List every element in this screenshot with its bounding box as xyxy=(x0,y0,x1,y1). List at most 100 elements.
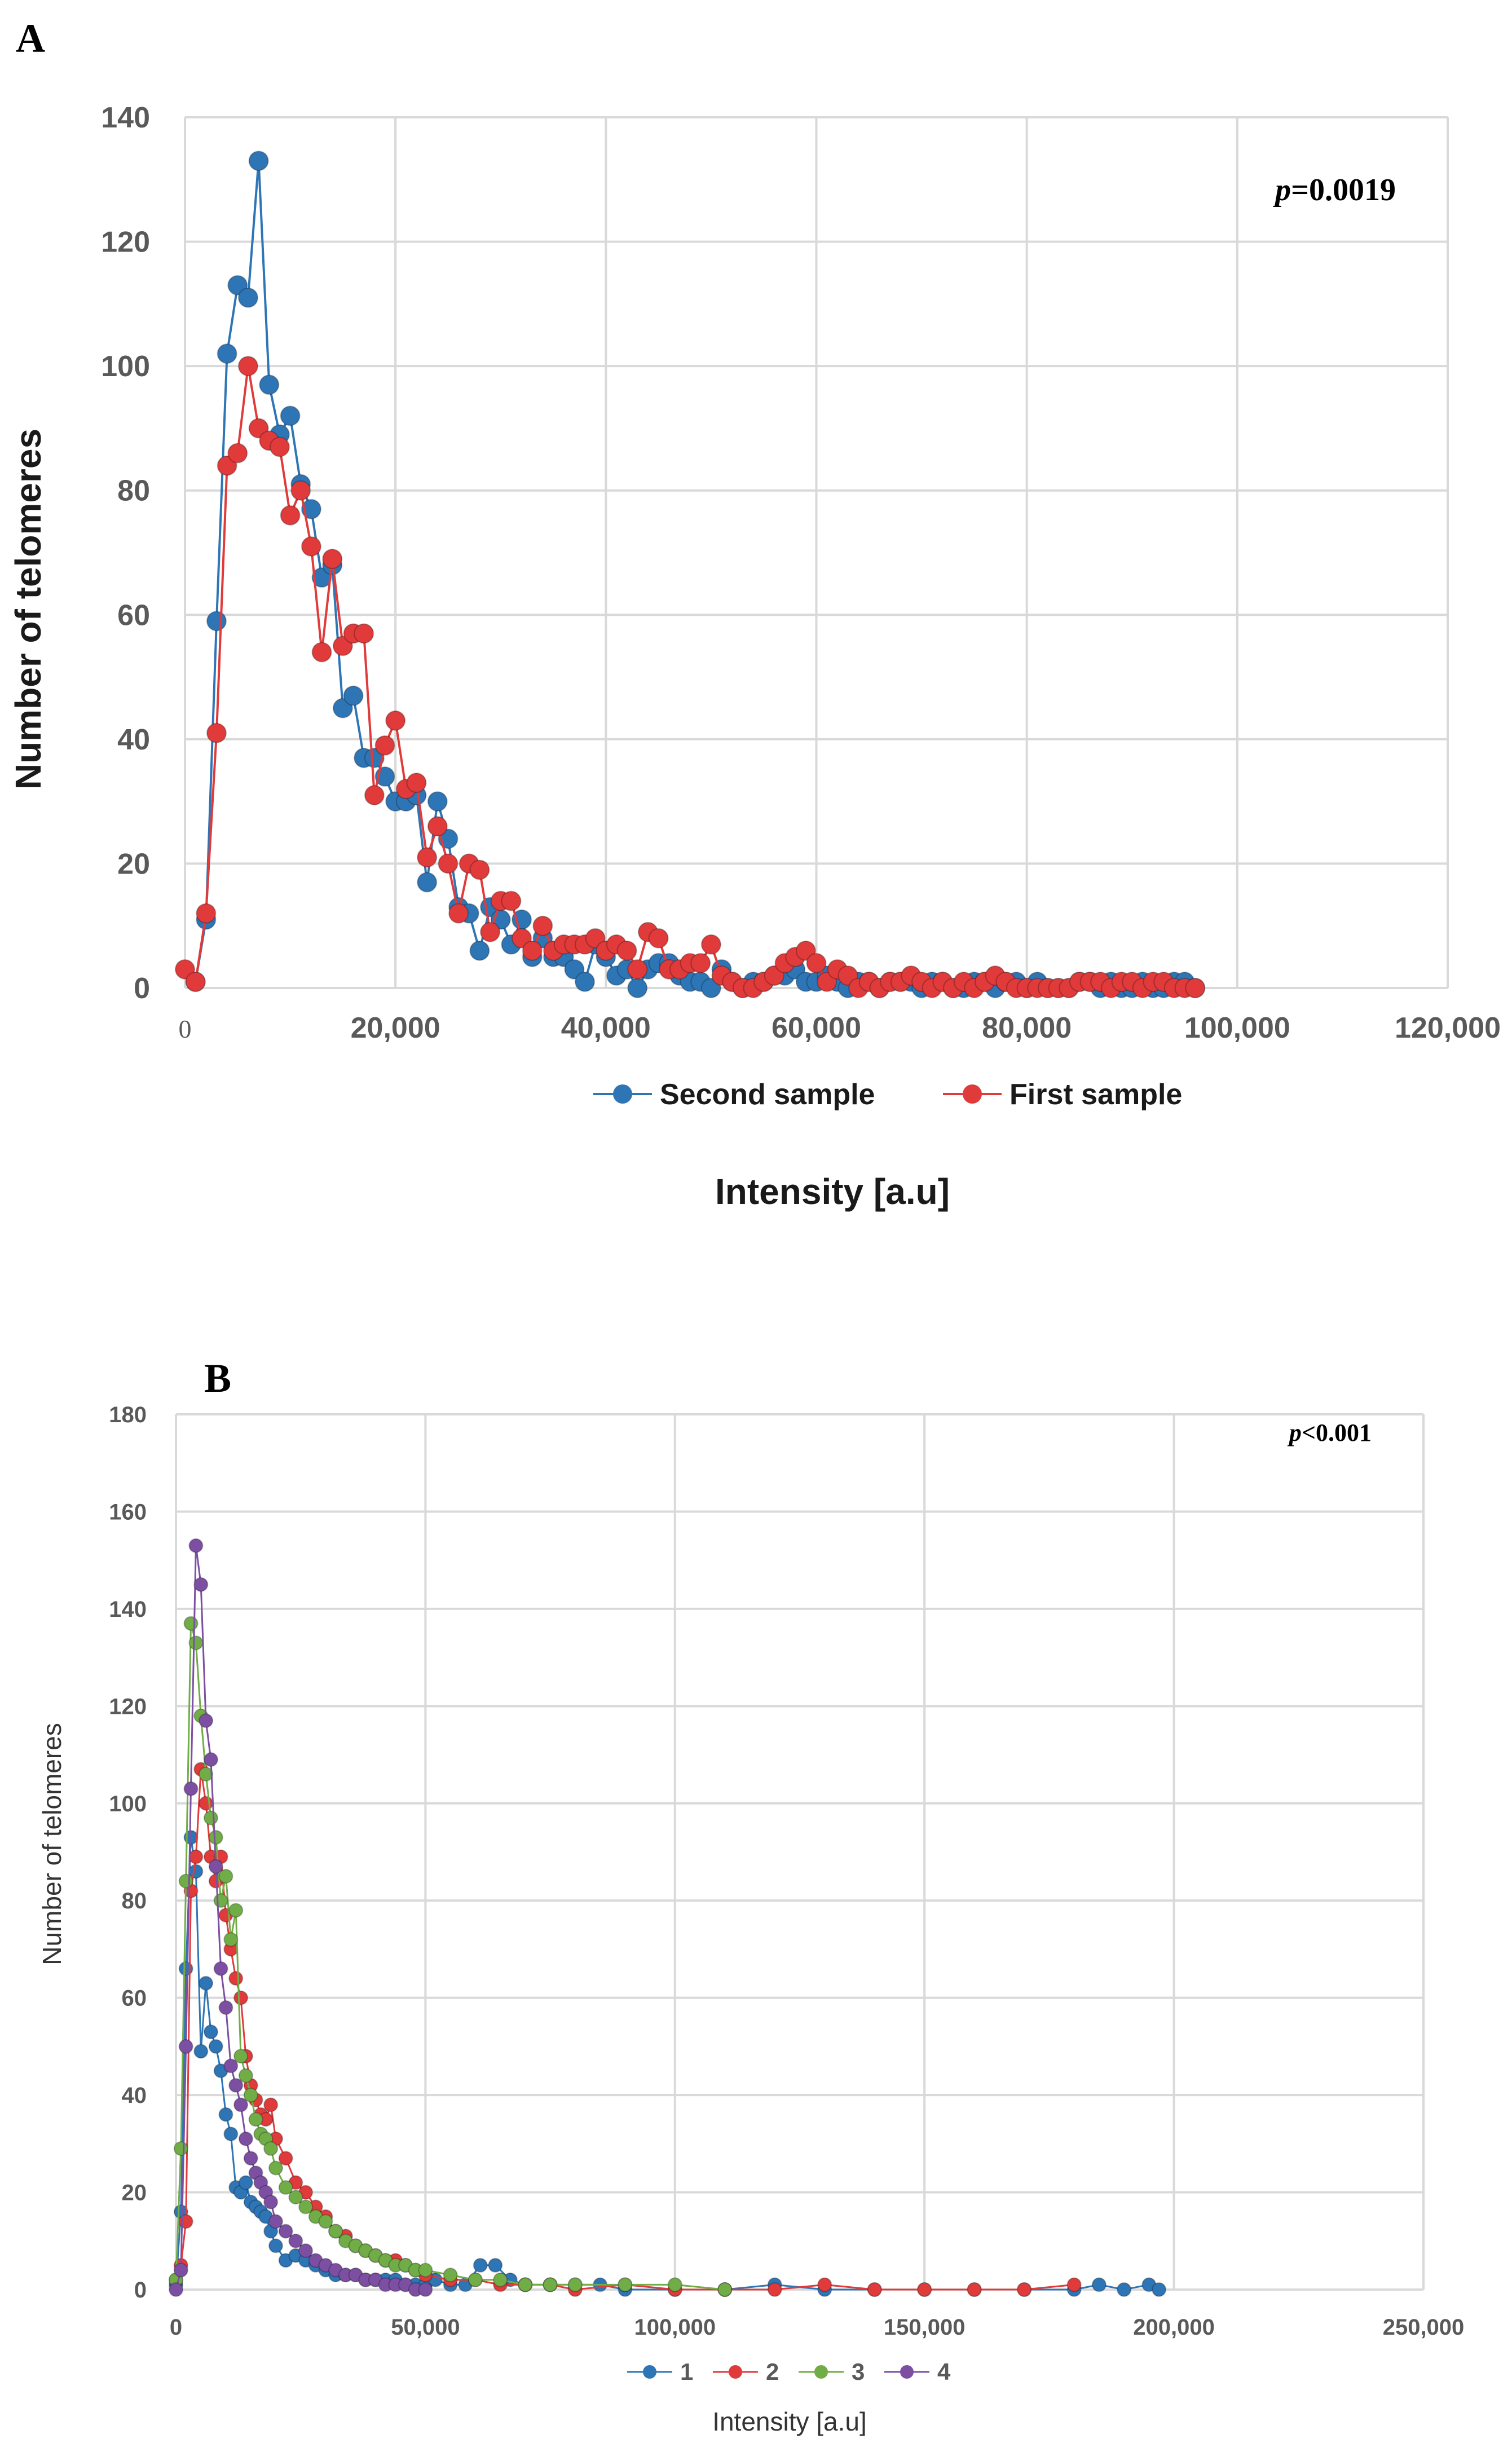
data-point xyxy=(917,2282,932,2297)
panel-b-p-symbol: p xyxy=(1287,1419,1302,1446)
data-point xyxy=(1017,2282,1032,2297)
data-point xyxy=(238,2131,253,2146)
panel-a-p-value: p=0.0019 xyxy=(1273,173,1396,208)
x-tick-label: 40,000 xyxy=(561,1012,651,1044)
data-point xyxy=(208,1859,223,1874)
data-point xyxy=(178,1873,193,1889)
data-point xyxy=(354,623,374,644)
data-point xyxy=(385,710,406,731)
x-tick-label: 80,000 xyxy=(982,1012,1072,1044)
data-point xyxy=(233,2049,249,2064)
data-point xyxy=(173,2141,188,2156)
data-point xyxy=(203,1752,218,1767)
panel-a-label: A xyxy=(16,16,45,61)
data-point xyxy=(501,890,522,911)
data-point xyxy=(700,934,721,955)
data-point xyxy=(322,549,343,570)
panel-a-x-axis-title: Intensity [a.u] xyxy=(715,1171,950,1212)
data-point xyxy=(238,2068,253,2083)
panel-a-gridlines xyxy=(184,116,1449,989)
x-tick-label: 0 xyxy=(179,1015,192,1043)
data-point xyxy=(199,1796,214,1811)
data-point xyxy=(616,940,637,961)
y-tick-label: 20 xyxy=(117,848,150,880)
x-tick-label: 20,000 xyxy=(351,1012,440,1044)
data-point xyxy=(223,2127,239,2142)
data-point xyxy=(223,1932,239,1947)
panel-b-label: B xyxy=(204,1356,231,1401)
data-point xyxy=(228,1903,244,1918)
data-point xyxy=(667,2277,682,2292)
data-point xyxy=(217,343,237,364)
data-point xyxy=(206,611,227,632)
y-tick-label: 120 xyxy=(101,226,150,259)
data-point xyxy=(418,2282,433,2297)
data-point xyxy=(288,2233,303,2248)
panel-b-gridlines xyxy=(175,1413,1425,2291)
data-point xyxy=(690,952,711,973)
data-point xyxy=(268,2238,283,2253)
data-point xyxy=(480,921,501,942)
data-point xyxy=(269,436,290,457)
x-tick-label: 100,000 xyxy=(634,2315,716,2340)
data-point xyxy=(227,443,248,464)
y-tick-label: 80 xyxy=(117,475,150,508)
data-point xyxy=(248,151,269,171)
data-point xyxy=(278,2224,293,2239)
legend-marker xyxy=(613,1084,632,1104)
legend-label: 4 xyxy=(937,2358,951,2385)
y-tick-label: 60 xyxy=(122,1986,147,2011)
x-tick-label: 50,000 xyxy=(391,2315,460,2340)
y-tick-label: 40 xyxy=(117,724,150,756)
series-4 xyxy=(169,1538,433,2297)
data-point xyxy=(417,847,438,868)
series-3 xyxy=(169,1616,733,2297)
legend-entry-1: Second sample xyxy=(593,1078,875,1111)
data-point xyxy=(1091,2277,1107,2292)
data-point xyxy=(290,480,311,501)
data-point xyxy=(203,2025,218,2040)
series-2 xyxy=(169,1762,1082,2297)
data-point xyxy=(196,903,217,924)
data-point xyxy=(206,722,227,743)
legend-label: 1 xyxy=(680,2358,693,2385)
data-point xyxy=(213,1893,228,1908)
data-point xyxy=(438,853,459,874)
legend-label: First sample xyxy=(1010,1078,1182,1111)
data-point xyxy=(193,2044,209,2059)
data-point xyxy=(278,2180,293,2195)
data-point xyxy=(627,978,648,998)
data-point xyxy=(298,2243,314,2259)
data-point xyxy=(169,2282,183,2297)
data-point xyxy=(243,2088,258,2103)
data-point xyxy=(311,642,332,663)
data-point xyxy=(806,952,827,973)
y-tick-label: 160 xyxy=(109,1499,147,1524)
panel-a-p-symbol: p xyxy=(1273,173,1291,208)
data-point xyxy=(237,287,258,308)
data-point xyxy=(218,2000,233,2015)
data-point xyxy=(418,2262,433,2278)
legend-marker xyxy=(814,2365,828,2379)
legend-marker xyxy=(729,2365,742,2379)
data-point xyxy=(443,2268,458,2283)
data-point xyxy=(468,2272,483,2287)
y-tick-label: 40 xyxy=(122,2083,147,2108)
panel-b-y-axis-title: Number of telomeres xyxy=(37,1723,67,1965)
data-point xyxy=(522,940,543,961)
data-point xyxy=(1117,2282,1132,2297)
data-point xyxy=(183,1616,199,1631)
panel-b-legend: 1 2 3 4 xyxy=(627,2358,951,2385)
panel-b-y-ticks: 0 20 40 60 80 100 120 140 160 180 xyxy=(109,1402,147,2303)
data-point xyxy=(518,2277,533,2292)
series-2 xyxy=(175,356,1206,998)
data-point xyxy=(288,2190,303,2205)
data-point xyxy=(218,2107,233,2122)
x-tick-label: 60,000 xyxy=(772,1012,861,1044)
data-point xyxy=(199,1713,214,1728)
data-point xyxy=(967,2282,982,2297)
data-point xyxy=(183,1781,199,1796)
y-tick-label: 180 xyxy=(109,1402,147,1427)
y-tick-label: 80 xyxy=(122,1889,147,1913)
x-tick-label: 120,000 xyxy=(1395,1012,1501,1044)
